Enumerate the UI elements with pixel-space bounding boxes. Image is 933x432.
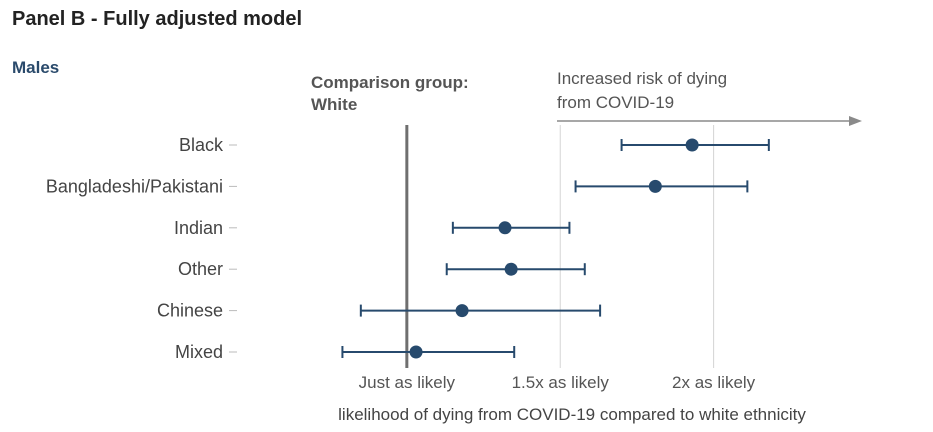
category-label: Bangladeshi/Pakistani (46, 176, 223, 196)
estimate-point (498, 221, 512, 235)
estimate-point (685, 138, 699, 152)
arrow-label-line1: Increased risk of dying (557, 69, 727, 88)
x-tick-label: 2x as likely (672, 373, 756, 392)
comparison-group-value: White (311, 95, 357, 114)
x-axis-label: likelihood of dying from COVID-19 compar… (338, 405, 806, 424)
subgroup-title: Males (12, 58, 59, 77)
category-label: Chinese (157, 301, 223, 321)
category-label: Black (179, 135, 224, 155)
estimates (341, 138, 770, 359)
category-labels: Black Bangladeshi/Pakistani Indian Other Chi… (46, 135, 237, 362)
category-label: Other (178, 259, 223, 279)
comparison-group-label: Comparison group: (311, 73, 469, 92)
x-tick-label: Just as likely (359, 373, 456, 392)
estimate-point (648, 179, 662, 193)
x-tick-labels: Just as likely 1.5x as likely 2x as likely (359, 373, 756, 392)
category-label: Indian (174, 218, 223, 238)
category-label: Mixed (175, 342, 223, 362)
x-tick-label: 1.5x as likely (512, 373, 610, 392)
gridlines (559, 125, 715, 368)
estimate-point (409, 345, 423, 359)
arrow-head-icon (849, 116, 862, 126)
estimate-point (455, 304, 469, 318)
estimate-point (504, 262, 518, 276)
panel-title: Panel B - Fully adjusted model (12, 8, 302, 30)
arrow-label-line2: from COVID-19 (557, 93, 674, 112)
